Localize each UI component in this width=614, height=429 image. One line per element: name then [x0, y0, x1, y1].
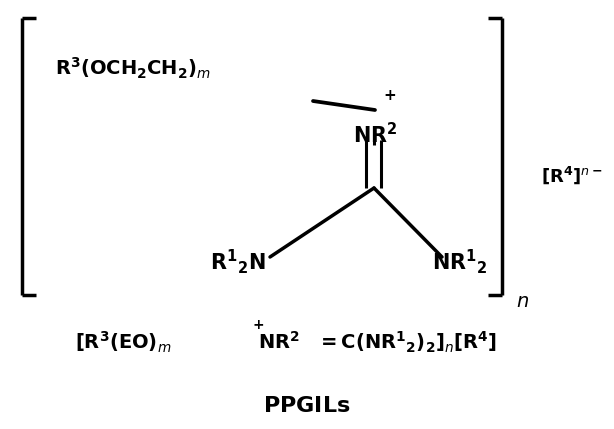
Text: $\mathbf{+}$: $\mathbf{+}$ — [383, 88, 397, 103]
Text: $\mathbf{R^1{}_2N}$: $\mathbf{R^1{}_2N}$ — [210, 248, 266, 276]
Text: $\mathbf{NR^2}$: $\mathbf{NR^2}$ — [258, 331, 300, 353]
Text: $\mathit{n}$: $\mathit{n}$ — [516, 292, 529, 311]
Text: $\mathbf{NR^2}$: $\mathbf{NR^2}$ — [352, 122, 397, 147]
Text: $\mathbf{NR^1{}_2}$: $\mathbf{NR^1{}_2}$ — [432, 248, 488, 276]
Text: $\mathbf{PPGILs}$: $\mathbf{PPGILs}$ — [263, 396, 351, 416]
Text: $\mathbf{+}$: $\mathbf{+}$ — [252, 318, 264, 332]
Text: $\mathbf{[R^3(EO)_{\mathit{m}}}$: $\mathbf{[R^3(EO)_{\mathit{m}}}$ — [75, 329, 171, 355]
Text: $\mathbf{[R^4]^{\mathit{n}-}}$: $\mathbf{[R^4]^{\mathit{n}-}}$ — [541, 164, 603, 186]
Text: $\mathbf{R^3(OCH_2CH_2)_{\mathit{m}}}$: $\mathbf{R^3(OCH_2CH_2)_{\mathit{m}}}$ — [55, 55, 211, 81]
Text: $\mathbf{= C(NR^1{}_2)_2]_{\mathit{n}}[R^4]}$: $\mathbf{= C(NR^1{}_2)_2]_{\mathit{n}}[R… — [317, 329, 497, 355]
